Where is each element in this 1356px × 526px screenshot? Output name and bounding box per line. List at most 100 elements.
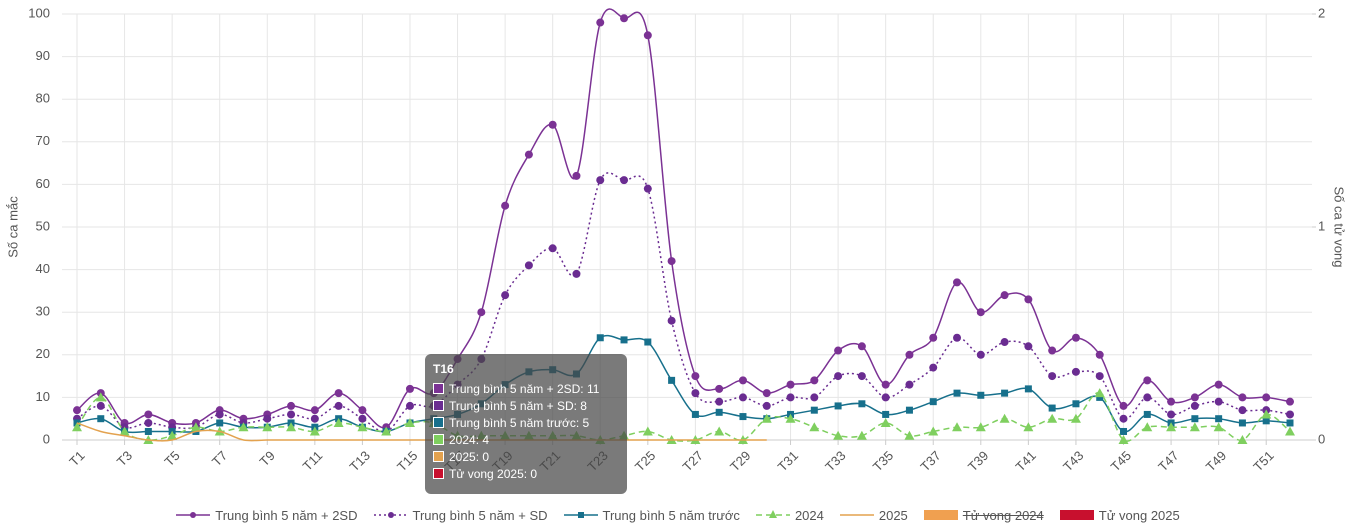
point xyxy=(119,426,130,436)
point xyxy=(287,401,296,410)
y-tick-label: 90 xyxy=(36,48,50,63)
y-tick-label: 100 xyxy=(28,5,50,20)
point xyxy=(97,415,105,423)
chart: Số ca mắc Số ca tử vong 0102030405060708… xyxy=(5,5,1347,474)
point xyxy=(1214,397,1223,406)
point xyxy=(691,389,700,398)
point xyxy=(975,422,986,432)
legend-marker xyxy=(190,512,197,518)
y-tick-label: 70 xyxy=(36,133,50,148)
x-tick-label: T15 xyxy=(394,448,420,474)
line xyxy=(76,334,1291,434)
point xyxy=(95,392,106,402)
point xyxy=(620,176,629,185)
x-tick-label: T45 xyxy=(1108,448,1134,474)
legend-symbol xyxy=(373,512,408,518)
point xyxy=(1213,422,1224,432)
point xyxy=(1024,385,1032,393)
point xyxy=(1048,404,1056,412)
point xyxy=(738,376,747,385)
legend-label: 2024 xyxy=(794,507,824,523)
legend-symbol xyxy=(923,510,958,520)
point xyxy=(1096,393,1104,401)
legend-symbol xyxy=(839,514,874,516)
tooltip-swatch xyxy=(433,451,444,462)
point xyxy=(834,372,843,381)
point xyxy=(715,408,723,416)
tooltip-row: 2024: 4 xyxy=(433,431,619,448)
point xyxy=(167,430,178,440)
point xyxy=(1000,291,1009,300)
point xyxy=(404,417,415,427)
point xyxy=(929,333,938,342)
legend-item[interactable]: Trung bình 5 năm + SD xyxy=(373,508,548,523)
point xyxy=(642,426,653,436)
point xyxy=(715,384,724,393)
tooltip-text: Trung bình 5 năm trước: 5 xyxy=(449,415,590,430)
point xyxy=(1238,406,1247,415)
point xyxy=(596,176,605,185)
point xyxy=(1023,422,1034,432)
point xyxy=(833,430,844,440)
legend-item[interactable]: 2025 xyxy=(839,508,908,523)
legend-item[interactable]: 2024 xyxy=(755,507,824,523)
point xyxy=(953,333,962,342)
legend-label: Tử vong 2024 xyxy=(962,507,1044,523)
point xyxy=(216,419,224,427)
legend-item[interactable]: Tử vong 2025 xyxy=(1059,508,1180,523)
point xyxy=(309,426,320,436)
point xyxy=(976,350,985,359)
point xyxy=(667,316,676,325)
line xyxy=(76,392,1291,442)
tooltip-swatch xyxy=(433,417,444,428)
legend-item[interactable]: Tử vong 2024 xyxy=(923,507,1044,523)
point xyxy=(643,184,652,193)
point xyxy=(405,401,414,410)
point xyxy=(1001,389,1009,397)
tooltip-text: Tử vong 2025: 0 xyxy=(449,466,538,481)
point xyxy=(1191,415,1199,423)
point xyxy=(1143,393,1152,402)
point xyxy=(524,261,533,270)
point xyxy=(1285,426,1295,436)
point xyxy=(572,269,581,278)
legend-symbol xyxy=(755,510,790,518)
point xyxy=(905,380,914,389)
x-tick-label: T7 xyxy=(209,448,230,469)
point xyxy=(524,150,533,159)
legend-swatch xyxy=(1059,510,1094,520)
point xyxy=(857,372,866,381)
point xyxy=(333,417,344,427)
point xyxy=(1024,295,1033,304)
y-tick-label: 50 xyxy=(36,218,50,233)
point xyxy=(72,422,82,432)
x-tick-label: T13 xyxy=(347,448,373,474)
point xyxy=(834,402,842,410)
tooltip-row: 2025: 0 xyxy=(433,448,619,465)
point xyxy=(357,422,368,432)
point xyxy=(572,171,581,180)
point xyxy=(1047,413,1058,423)
point xyxy=(857,342,866,351)
point xyxy=(952,422,963,432)
point xyxy=(286,422,297,432)
point xyxy=(620,336,628,344)
point xyxy=(691,410,699,418)
y2-axis-title: Số ca tử vong xyxy=(1332,187,1347,268)
point xyxy=(358,414,367,423)
point xyxy=(905,350,914,359)
legend-item[interactable]: Trung bình 5 năm + 2SD xyxy=(176,508,358,523)
point xyxy=(1262,417,1270,425)
tooltip-swatch xyxy=(433,434,444,445)
x-tick-label: T1 xyxy=(66,448,87,469)
point xyxy=(667,257,676,266)
point xyxy=(1024,342,1033,351)
point xyxy=(287,410,296,419)
point xyxy=(1143,410,1151,418)
point xyxy=(953,389,961,397)
x-tick-label: T43 xyxy=(1060,448,1086,474)
point xyxy=(761,413,772,423)
legend-item[interactable]: Trung bình 5 năm trước xyxy=(563,508,740,523)
point xyxy=(73,406,81,415)
